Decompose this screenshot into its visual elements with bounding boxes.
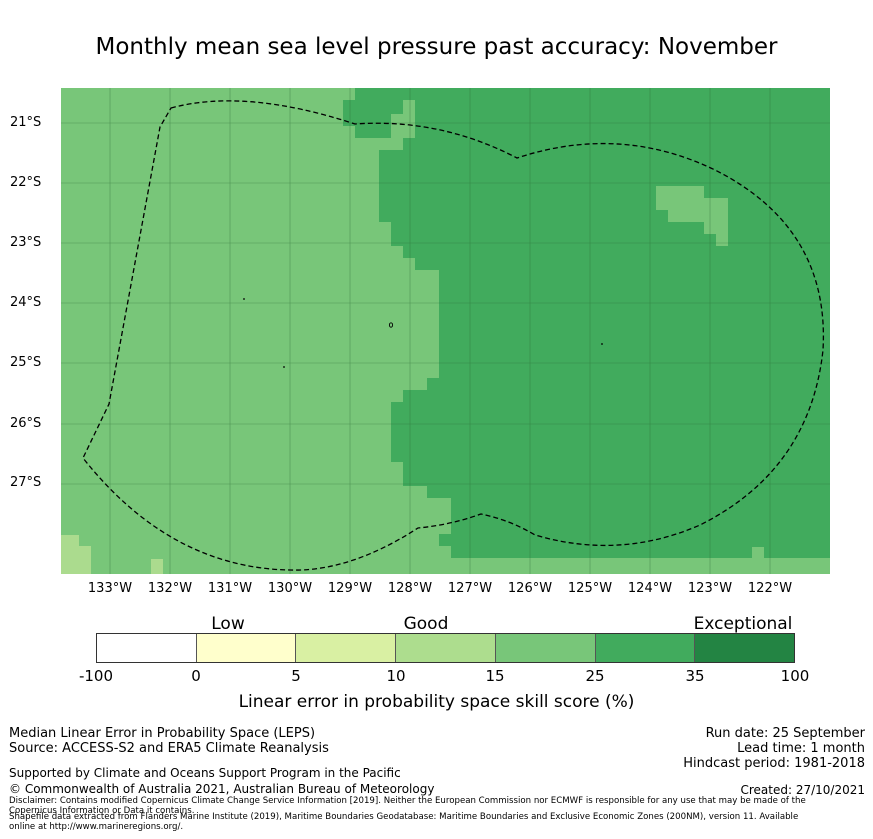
- colorbar-tick: 5: [291, 667, 301, 685]
- legend-category-exceptional: Exceptional: [693, 614, 793, 634]
- lon-label: 128°W: [387, 581, 433, 596]
- lat-label: 26°S: [10, 416, 42, 431]
- lon-label: 130°W: [267, 581, 313, 596]
- light-good-patch-2: [151, 559, 163, 574]
- island-3: [283, 366, 285, 368]
- very-good-patch-north: [343, 88, 403, 138]
- good-strip-south: [451, 558, 830, 574]
- colorbar-tick: 100: [780, 667, 810, 685]
- lon-label: 132°W: [147, 581, 193, 596]
- island-2: [388, 322, 394, 328]
- skill-map: [61, 88, 830, 574]
- lon-label: 133°W: [87, 581, 133, 596]
- disclaimer-line-3: Shapefile data extracted from Flanders M…: [9, 812, 799, 822]
- footer-copyright: © Commonwealth of Australia 2021, Austra…: [9, 782, 435, 796]
- colorbar-swatch: [196, 634, 297, 662]
- island-4: [601, 343, 603, 345]
- eez-boundary: [82, 100, 825, 571]
- colorbar-tick: 10: [386, 667, 406, 685]
- colorbar-swatch: [97, 634, 197, 662]
- hindcast-period: Hindcast period: 1981-2018: [683, 756, 865, 771]
- lon-label: 122°W: [747, 581, 793, 596]
- colorbar-swatch: [296, 634, 397, 662]
- colorbar-tick: -100: [78, 667, 114, 685]
- lon-label: 127°W: [447, 581, 493, 596]
- colorbar: [96, 633, 795, 663]
- lat-label: 23°S: [10, 235, 42, 250]
- lat-label: 24°S: [10, 295, 42, 310]
- legend-category-low: Low: [211, 614, 245, 634]
- colorbar-tick: 15: [485, 667, 505, 685]
- lon-label: 131°W: [207, 581, 253, 596]
- very-good-region: [379, 88, 830, 558]
- good-patch-south: [752, 547, 764, 558]
- disclaimer-line-4: online at http://www.marineregions.org/.: [9, 822, 184, 832]
- lat-label: 25°S: [10, 355, 42, 370]
- footer-leps: Median Linear Error in Probability Space…: [9, 726, 316, 741]
- colorbar-tick: 0: [191, 667, 201, 685]
- footer-support: Supported by Climate and Oceans Support …: [9, 766, 401, 780]
- colorbar-tick: 25: [585, 667, 605, 685]
- colorbar-swatch: [396, 634, 496, 662]
- colorbar-swatch: [495, 634, 596, 662]
- footer-source: Source: ACCESS-S2 and ERA5 Climate Reana…: [9, 741, 329, 756]
- map-title: Monthly mean sea level pressure past acc…: [95, 34, 778, 60]
- lon-label: 126°W: [507, 581, 553, 596]
- lat-label: 21°S: [10, 115, 42, 130]
- lon-label: 124°W: [627, 581, 673, 596]
- run-date: Run date: 25 September: [705, 726, 865, 741]
- lon-label: 129°W: [327, 581, 373, 596]
- disclaimer-line-2: Copernicus Information or Data it contai…: [9, 806, 195, 816]
- lon-label: 125°W: [567, 581, 613, 596]
- colorbar-swatch: [595, 634, 696, 662]
- legend-category-good: Good: [403, 614, 449, 634]
- light-good-patch: [61, 535, 91, 574]
- gridlines: [61, 88, 830, 574]
- colorbar-label: Linear error in probability space skill …: [238, 692, 635, 712]
- lat-label: 27°S: [10, 475, 42, 490]
- island-1: [243, 298, 245, 300]
- lon-label: 123°W: [687, 581, 733, 596]
- colorbar-swatch: [695, 634, 795, 662]
- lead-time: Lead time: 1 month: [737, 741, 865, 756]
- disclaimer-line-1: Disclaimer: Contains modified Copernicus…: [9, 796, 806, 806]
- lat-label: 22°S: [10, 175, 42, 190]
- colorbar-tick: 35: [685, 667, 705, 685]
- created-date: Created: 27/10/2021: [740, 783, 865, 797]
